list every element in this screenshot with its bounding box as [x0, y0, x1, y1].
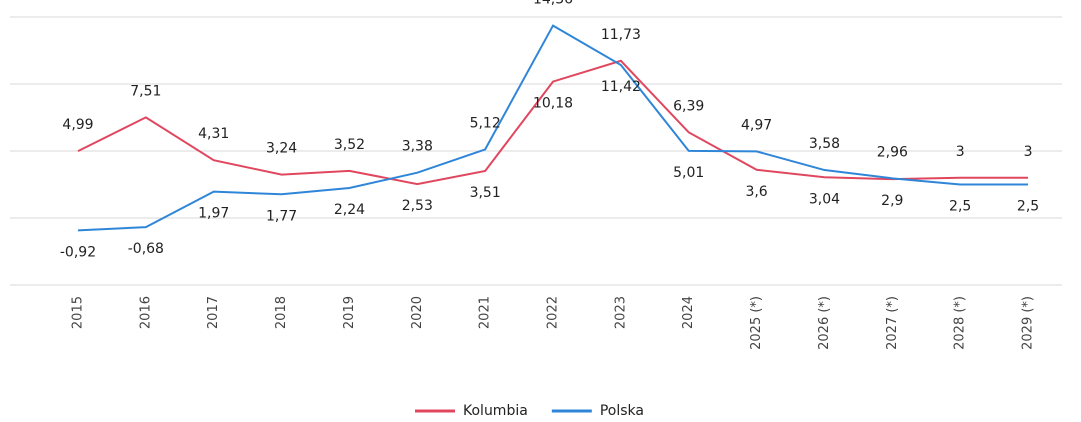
x-tick-label: 2026 (*)	[817, 296, 832, 350]
series-line	[77, 24, 1029, 232]
data-label: 3,04	[809, 191, 840, 207]
data-label: 3,51	[470, 185, 501, 201]
x-tick-label: 2019	[342, 296, 357, 329]
x-tick-label: 2021	[478, 296, 493, 329]
data-label: 2,5	[949, 199, 971, 215]
data-label: 5,01	[673, 165, 704, 181]
data-label: 10,18	[533, 96, 573, 112]
data-label: 3	[1024, 144, 1033, 160]
x-tick-label: 2029 (*)	[1021, 296, 1036, 350]
x-tick-label: 2017	[206, 296, 221, 329]
x-tick-label: 2015	[71, 296, 86, 329]
x-tick-label: 2028 (*)	[953, 296, 968, 350]
legend-label: Polska	[600, 403, 644, 419]
x-tick-label: 2023	[613, 296, 628, 329]
data-label: 4,31	[198, 126, 229, 142]
data-label: 3	[956, 144, 965, 160]
x-tick-label: 2018	[274, 296, 289, 329]
data-label: -0,68	[128, 241, 164, 257]
series-line	[77, 59, 1029, 186]
x-tick-label: 2025 (*)	[749, 296, 764, 350]
x-tick-label: 2024	[681, 296, 696, 329]
data-label: 1,77	[266, 208, 297, 224]
data-label: 5,12	[470, 115, 501, 131]
x-tick-label: 2016	[138, 296, 153, 329]
x-tick-label: 2020	[410, 296, 425, 329]
data-label: -0,92	[60, 244, 96, 260]
data-label: 14,36	[533, 0, 573, 8]
data-label: 11,73	[601, 27, 641, 43]
data-label: 4,97	[741, 117, 772, 133]
data-label: 4,99	[62, 117, 93, 133]
data-label: 11,42	[601, 79, 641, 95]
data-label: 7,51	[130, 83, 161, 99]
data-label: 2,96	[877, 144, 908, 160]
data-label: 2,9	[881, 193, 903, 209]
data-label: 3,38	[402, 139, 433, 155]
data-label: 3,52	[334, 137, 365, 153]
legend-label: Kolumbia	[463, 403, 528, 419]
data-label: 1,97	[198, 206, 229, 222]
data-label: 6,39	[673, 98, 704, 114]
data-label: 2,53	[402, 198, 433, 214]
x-tick-label: 2027 (*)	[885, 296, 900, 350]
data-label: 3,6	[745, 184, 767, 200]
data-label: 3,58	[809, 136, 840, 152]
data-label: 3,24	[266, 141, 297, 157]
data-label: 2,24	[334, 202, 365, 218]
data-label: 2,5	[1017, 199, 1039, 215]
x-tick-label: 2022	[546, 296, 561, 329]
